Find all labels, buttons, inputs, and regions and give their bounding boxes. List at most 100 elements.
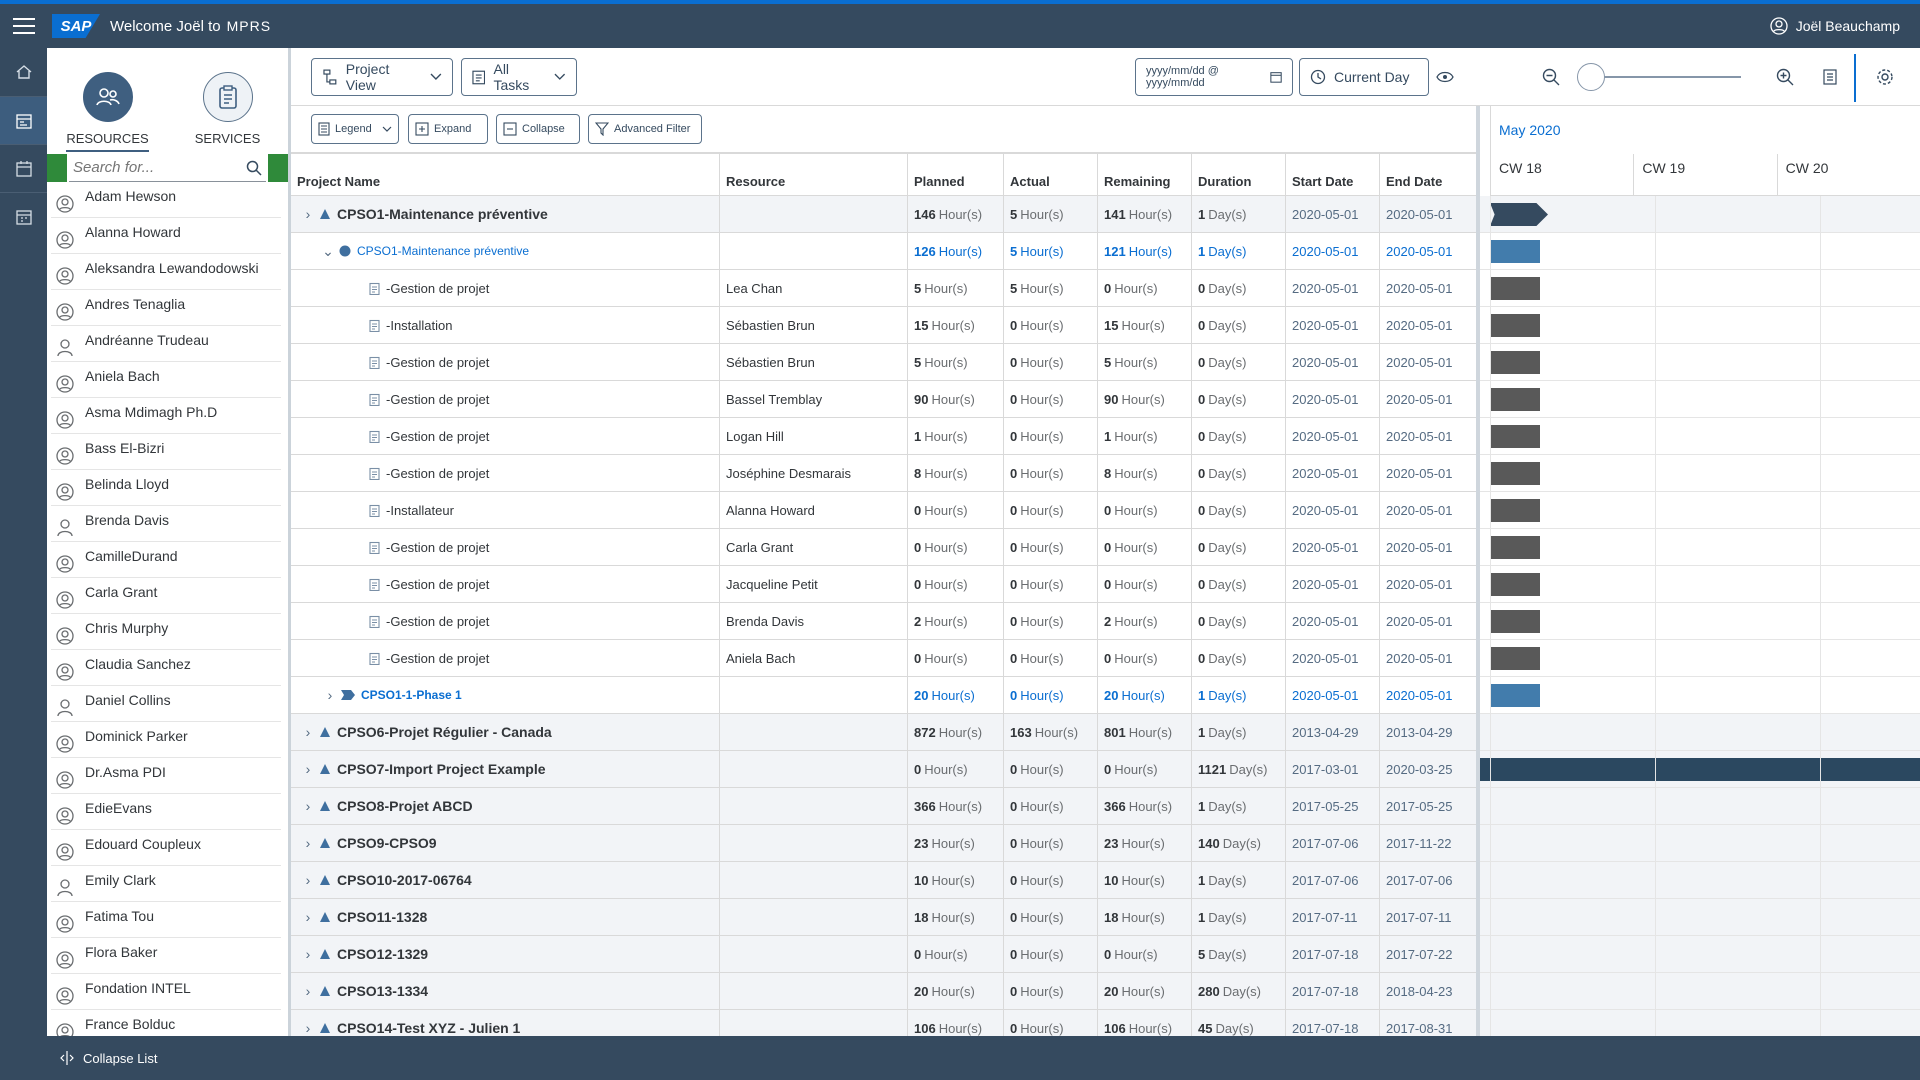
gantt-bar[interactable] bbox=[1490, 425, 1540, 448]
gantt-bar[interactable] bbox=[1490, 610, 1540, 633]
resource-item[interactable]: Fondation INTEL bbox=[51, 974, 281, 1010]
table-row[interactable]: › CPSO6-Projet Régulier - Canada 872 Hour(s… bbox=[291, 714, 1476, 751]
table-row[interactable]: › CPSO12-1329 0 Hour(s) 0 Hour(s) 0 Hour(s) 5 Day… bbox=[291, 936, 1476, 973]
column-header[interactable]: Planned bbox=[908, 154, 1004, 195]
pane-splitter[interactable] bbox=[1476, 106, 1480, 1036]
table-row[interactable]: › CPSO10-2017-06764 10 Hour(s) 0 Hour(s) 10 Hou… bbox=[291, 862, 1476, 899]
tab-services[interactable]: SERVICES bbox=[185, 72, 271, 152]
collapse-list-button[interactable]: Collapse List bbox=[59, 1051, 157, 1066]
user-menu[interactable]: Joël Beauchamp bbox=[1770, 4, 1900, 48]
table-row[interactable]: -Gestion de projet Jacqueline Petit 0 Hour(… bbox=[291, 566, 1476, 603]
column-header[interactable]: Remaining bbox=[1098, 154, 1192, 195]
chevron-right-icon[interactable]: › bbox=[305, 909, 311, 925]
table-row[interactable]: -Gestion de projet Lea Chan 5 Hour(s) 5 Hour(… bbox=[291, 270, 1476, 307]
chevron-right-icon[interactable]: › bbox=[305, 724, 311, 740]
chevron-right-icon[interactable]: › bbox=[327, 687, 333, 703]
resource-item[interactable]: Adam Hewson bbox=[51, 182, 281, 218]
table-row[interactable]: › CPSO1-1-Phase 1 20 Hour(s) 0 Hour(s) 20 Hour(… bbox=[291, 677, 1476, 714]
all-tasks-select[interactable]: All Tasks bbox=[461, 58, 577, 96]
gantt-bar[interactable] bbox=[1490, 499, 1540, 522]
chevron-right-icon[interactable]: › bbox=[305, 1020, 311, 1036]
table-row[interactable]: › CPSO8-Projet ABCD 366 Hour(s) 0 Hour(s) 366 H… bbox=[291, 788, 1476, 825]
search-icon[interactable] bbox=[246, 160, 262, 176]
list-view-button[interactable] bbox=[1816, 63, 1844, 91]
nav-home[interactable] bbox=[0, 48, 47, 96]
table-row[interactable]: › CPSO1-Maintenance préventive 146 Hour(s) 5… bbox=[291, 196, 1476, 233]
table-row[interactable]: › CPSO14-Test XYZ - Julien 1 106 Hour(s) 0 Ho… bbox=[291, 1010, 1476, 1036]
table-row[interactable]: › CPSO9-CPSO9 23 Hour(s) 0 Hour(s) 23 Hour(s) 14… bbox=[291, 825, 1476, 862]
advanced-filter-button[interactable]: Advanced Filter bbox=[588, 114, 702, 144]
resource-item[interactable]: Chris Murphy bbox=[51, 614, 281, 650]
zoom-in-button[interactable] bbox=[1771, 63, 1799, 91]
table-row[interactable]: › CPSO13-1334 20 Hour(s) 0 Hour(s) 20 Hour(s) 28… bbox=[291, 973, 1476, 1010]
column-header[interactable]: Actual bbox=[1004, 154, 1098, 195]
gantt-bar[interactable] bbox=[1480, 758, 1920, 781]
resource-item[interactable]: Fatima Tou bbox=[51, 902, 281, 938]
column-header[interactable]: Project Name bbox=[291, 154, 720, 195]
resource-item[interactable]: Carla Grant bbox=[51, 578, 281, 614]
table-row[interactable]: -Gestion de projet Aniela Bach 0 Hour(s) 0 Ho… bbox=[291, 640, 1476, 677]
chevron-down-icon[interactable]: ⌄ bbox=[322, 242, 334, 259]
table-row[interactable]: ⌄ CPSO1-Maintenance préventive 126 Hour(s) 5… bbox=[291, 233, 1476, 270]
zoom-out-button[interactable] bbox=[1537, 63, 1565, 91]
resource-item[interactable]: Andres Tenaglia bbox=[51, 290, 281, 326]
gantt-bar[interactable] bbox=[1490, 462, 1540, 485]
column-header[interactable]: Start Date bbox=[1286, 154, 1380, 195]
table-row[interactable]: -Gestion de projet Brenda Davis 2 Hour(s) 0 H… bbox=[291, 603, 1476, 640]
resource-item[interactable]: Flora Baker bbox=[51, 938, 281, 974]
gantt-bar[interactable] bbox=[1490, 351, 1540, 374]
chevron-right-icon[interactable]: › bbox=[305, 872, 311, 888]
resource-item[interactable]: Aniela Bach bbox=[51, 362, 281, 398]
tab-resources[interactable]: RESOURCES bbox=[65, 72, 151, 152]
resource-item[interactable]: Belinda Lloyd bbox=[51, 470, 281, 506]
chevron-right-icon[interactable]: › bbox=[305, 206, 311, 222]
resource-item[interactable]: Edouard Coupleux bbox=[51, 830, 281, 866]
zoom-slider-handle[interactable] bbox=[1577, 63, 1605, 91]
resource-item[interactable]: Alanna Howard bbox=[51, 218, 281, 254]
table-row[interactable]: -Gestion de projet Joséphine Desmarais 8 Ho… bbox=[291, 455, 1476, 492]
resource-item[interactable]: Asma Mdimagh Ph.D bbox=[51, 398, 281, 434]
table-row[interactable]: -Gestion de projet Sébastien Brun 5 Hour(s)… bbox=[291, 344, 1476, 381]
column-header[interactable]: Duration bbox=[1192, 154, 1286, 195]
project-view-select[interactable]: Project View bbox=[311, 58, 453, 96]
column-header[interactable]: Resource bbox=[720, 154, 908, 195]
gantt-bar[interactable] bbox=[1490, 388, 1540, 411]
nav-planning[interactable] bbox=[0, 96, 47, 144]
gantt-bar[interactable] bbox=[1490, 277, 1540, 300]
collapse-button[interactable]: Collapse bbox=[496, 114, 580, 144]
current-day-button[interactable]: Current Day bbox=[1299, 58, 1429, 96]
resource-item[interactable]: Dr.Asma PDI bbox=[51, 758, 281, 794]
chevron-right-icon[interactable]: › bbox=[305, 946, 311, 962]
resource-item[interactable]: Andréanne Trudeau bbox=[51, 326, 281, 362]
table-row[interactable]: -Gestion de projet Logan Hill 1 Hour(s) 0 Hou… bbox=[291, 418, 1476, 455]
table-row[interactable]: -Gestion de projet Carla Grant 0 Hour(s) 0 Ho… bbox=[291, 529, 1476, 566]
gantt-bar[interactable] bbox=[1490, 240, 1540, 263]
resource-item[interactable]: Aleksandra Lewandodowski bbox=[51, 254, 281, 290]
view-button[interactable] bbox=[1431, 63, 1459, 91]
hamburger-menu-button[interactable] bbox=[0, 4, 48, 48]
table-row[interactable]: -Installation Sébastien Brun 15 Hour(s) 0 Hou… bbox=[291, 307, 1476, 344]
resource-item[interactable]: Emily Clark bbox=[51, 866, 281, 902]
column-header[interactable]: End Date bbox=[1386, 174, 1443, 189]
resource-item[interactable]: Dominick Parker bbox=[51, 722, 281, 758]
nav-schedule[interactable] bbox=[0, 192, 47, 240]
gantt-bar[interactable] bbox=[1490, 684, 1540, 707]
resource-item[interactable]: Bass El-Bizri bbox=[51, 434, 281, 470]
chevron-right-icon[interactable]: › bbox=[305, 983, 311, 999]
search-input[interactable] bbox=[73, 159, 233, 176]
gantt-bar[interactable] bbox=[1490, 314, 1540, 337]
gantt-bar[interactable] bbox=[1490, 536, 1540, 559]
resource-item[interactable]: CamilleDurand bbox=[51, 542, 281, 578]
table-row[interactable]: -Gestion de projet Bassel Tremblay 90 Hour(… bbox=[291, 381, 1476, 418]
resource-item[interactable]: Claudia Sanchez bbox=[51, 650, 281, 686]
gantt-bar[interactable] bbox=[1490, 573, 1540, 596]
table-row[interactable]: › CPSO7-Import Project Example 0 Hour(s) 0 Ho… bbox=[291, 751, 1476, 788]
table-row[interactable]: › CPSO11-1328 18 Hour(s) 0 Hour(s) 18 Hour(s) 1 D… bbox=[291, 899, 1476, 936]
legend-button[interactable]: Legend bbox=[311, 114, 399, 144]
resource-item[interactable]: Brenda Davis bbox=[51, 506, 281, 542]
resource-item[interactable]: EdieEvans bbox=[51, 794, 281, 830]
zoom-slider[interactable] bbox=[1577, 63, 1741, 91]
date-range-field[interactable]: yyyy/mm/dd @ yyyy/mm/dd bbox=[1135, 58, 1293, 96]
settings-button[interactable] bbox=[1871, 63, 1899, 91]
gantt-bar[interactable] bbox=[1490, 203, 1548, 226]
